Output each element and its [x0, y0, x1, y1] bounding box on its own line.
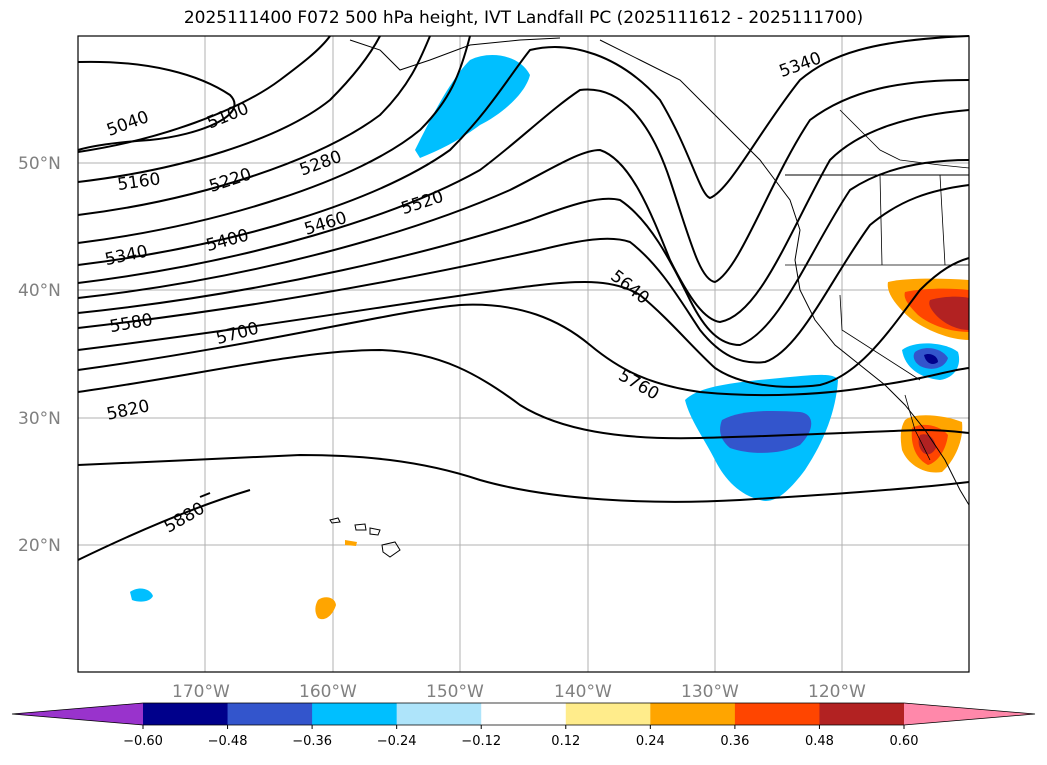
- colorbar-segment: [819, 703, 905, 725]
- lat-tick-label: 30°N: [18, 409, 61, 429]
- ivt-negative-west: [130, 588, 153, 602]
- coastlines: [329, 37, 970, 558]
- colorbar-segment: [734, 703, 820, 725]
- colorbar-tick-label: 0.60: [890, 734, 919, 749]
- colorbar-extend-low: [12, 703, 143, 725]
- colorbar: −0.60 −0.48 −0.36 −0.24 −0.12 0.12 0.24 0.36 0.4…: [11, 702, 1036, 749]
- colorbar-tick-label: −0.60: [123, 734, 163, 749]
- latitude-labels: 20°N 30°N 40°N 50°N: [18, 154, 61, 556]
- colorbar-segment: [312, 703, 398, 725]
- longitude-labels: 170°W 160°W 150°W 140°W 130°W 120°W: [172, 682, 866, 702]
- colorbar-extend-high: [904, 703, 1035, 725]
- colorbar-tick-label: 0.36: [720, 734, 749, 749]
- colorbar-tick-label: −0.12: [461, 734, 501, 749]
- colorbar-tick-label: −0.48: [208, 734, 248, 749]
- lat-tick-label: 50°N: [18, 154, 61, 174]
- lat-tick-label: 40°N: [18, 281, 61, 301]
- lon-tick-label: 140°W: [554, 682, 612, 702]
- colorbar-tick-label: 0.48: [805, 734, 834, 749]
- ivt-shading: [130, 55, 969, 620]
- colorbar-segment: [650, 703, 736, 725]
- colorbar-segment: [227, 703, 313, 725]
- colorbar-segment: [565, 703, 651, 725]
- colorbar-tick-label: −0.36: [292, 734, 332, 749]
- map-title: 2025111400 F072 500 hPa height, IVT Land…: [183, 8, 864, 28]
- lon-tick-label: 170°W: [172, 682, 230, 702]
- ivt-negative-alaska: [415, 55, 530, 158]
- lon-tick-label: 160°W: [299, 682, 357, 702]
- colorbar-tick-label: −0.24: [377, 734, 417, 749]
- map-panel: 5040 5100 5160 5220 5280 5340 5400 5460 …: [77, 35, 970, 673]
- colorbar-tick-label: 0.24: [636, 734, 665, 749]
- lon-tick-label: 120°W: [808, 682, 866, 702]
- height-contours: [77, 35, 970, 561]
- colorbar-segment: [143, 703, 229, 725]
- ivt-negative-subtropical-core: [720, 410, 812, 453]
- lat-tick-label: 20°N: [18, 536, 61, 556]
- lon-tick-label: 150°W: [426, 682, 484, 702]
- colorbar-segment: [396, 703, 482, 725]
- colorbar-segment: [481, 703, 567, 725]
- lon-tick-label: 130°W: [681, 682, 739, 702]
- colorbar-tick-label: 0.12: [551, 734, 580, 749]
- ivt-positive-hawaii: [315, 597, 336, 620]
